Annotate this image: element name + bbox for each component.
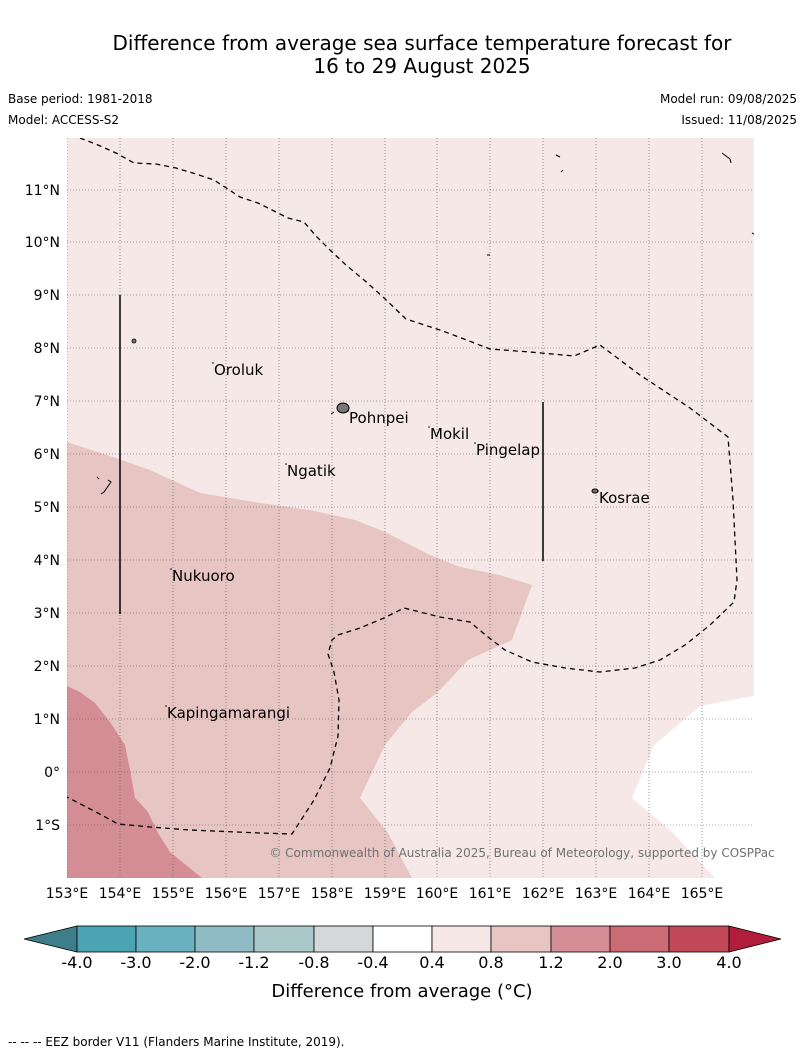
place-labels: Oroluk Pohnpei Mokil Pingelap Ngatik Kosrae Nu… — [165, 361, 650, 722]
anomaly-band-below-0-4 — [632, 696, 754, 878]
colorbar-segment — [372, 925, 433, 953]
place-marker — [474, 442, 476, 444]
lon-tick-label: 159°E — [364, 886, 407, 902]
lat-tick-label: 6°N — [34, 447, 60, 463]
issued-date: Issued: 11/08/2025 — [681, 113, 797, 127]
eez-footnote: -- -- -- EEZ border V11 (Flanders Marine… — [8, 1035, 345, 1049]
colorbar-extend-low — [23, 925, 78, 953]
colorbar-tick-label: -3.0 — [120, 953, 151, 972]
lat-tick-label: 5°N — [34, 500, 60, 516]
kosrae-island — [591, 488, 599, 494]
place-marker — [170, 568, 172, 570]
colorbar-label: Difference from average (°C) — [271, 981, 532, 1002]
colorbar-tick-label: -0.8 — [298, 953, 329, 972]
colorbar-tick-label: -0.4 — [357, 953, 388, 972]
place-label: Oroluk — [214, 361, 263, 379]
place-marker — [165, 705, 167, 707]
colorbar-tick-label: -4.0 — [61, 953, 92, 972]
pohnpei-island — [336, 402, 350, 414]
place-label: Kosrae — [599, 489, 650, 507]
lon-tick-label: 155°E — [152, 886, 195, 902]
colorbar-tick-label: 3.0 — [656, 953, 681, 972]
reef-marks — [330, 152, 754, 415]
place-label: Pingelap — [476, 441, 540, 459]
atoll-shape — [131, 338, 137, 344]
lon-tick-label: 160°E — [416, 886, 459, 902]
lat-tick-label: 10°N — [25, 235, 60, 251]
colorbar-segment — [135, 925, 196, 953]
colorbar-segment — [313, 925, 374, 953]
colorbar-segment — [194, 925, 255, 953]
lat-tick-label: 1°N — [34, 712, 60, 728]
colorbar-segment — [253, 925, 315, 953]
graticule — [67, 138, 754, 878]
lat-tick-label: 2°N — [34, 659, 60, 675]
model-run: Model run: 09/08/2025 — [659, 92, 797, 106]
lat-tick-label: 7°N — [34, 394, 60, 410]
anomaly-band-0-8-to-1-2 — [67, 442, 532, 878]
lat-tick-label: 3°N — [34, 606, 60, 622]
colorbar-extend-high — [728, 925, 782, 953]
place-marker — [428, 426, 430, 428]
lat-tick-label: 11°N — [25, 183, 60, 199]
place-label: Nukuoro — [172, 567, 235, 585]
colorbar-tick-label: -2.0 — [179, 953, 210, 972]
lon-tick-label: 154°E — [99, 886, 142, 902]
lat-tick-label: 4°N — [34, 553, 60, 569]
place-label: Pohnpei — [349, 409, 409, 427]
base-period: Base period: 1981-2018 — [8, 92, 153, 106]
place-label: Mokil — [430, 425, 469, 443]
lon-tick-label: 161°E — [469, 886, 512, 902]
colorbar-tick-label: -1.2 — [238, 953, 269, 972]
anomaly-band-1-2-to-2-0 — [67, 686, 202, 878]
colorbar-tick-label: 4.0 — [716, 953, 741, 972]
chart-title: Difference from average sea surface temp… — [0, 32, 804, 78]
colorbar-segment — [668, 925, 730, 953]
lat-tick-label: 1°S — [35, 818, 60, 834]
lon-tick-label: 165°E — [681, 886, 724, 902]
title-line-2: 16 to 29 August 2025 — [313, 54, 531, 78]
copyright-notice: © Commonwealth of Australia 2025, Bureau… — [269, 846, 774, 860]
colorbar-tick-label: 0.8 — [478, 953, 503, 972]
colorbar-tick-label: 2.0 — [597, 953, 622, 972]
place-marker — [212, 362, 214, 364]
place-marker — [597, 490, 599, 492]
colorbar-tick-label: 1.2 — [538, 953, 563, 972]
title-line-1: Difference from average sea surface temp… — [112, 31, 732, 55]
colorbar: -4.0 -3.0 -2.0 -1.2 -0.8 -0.4 0.4 0.8 1.2 2.0 3.0 4… — [23, 925, 782, 972]
colorbar-segment — [431, 925, 492, 953]
latitude-labels: 11°N 10°N 9°N 8°N 7°N 6°N 5°N 4°N 3°N 2°N 1°N 0° 1°S — [25, 183, 60, 834]
place-marker — [285, 463, 287, 465]
lon-tick-label: 158°E — [311, 886, 354, 902]
lat-tick-label: 9°N — [34, 288, 60, 304]
colorbar-segment — [609, 925, 670, 953]
lon-tick-label: 162°E — [522, 886, 565, 902]
model-name: Model: ACCESS-S2 — [8, 113, 120, 127]
colorbar-segment — [550, 925, 611, 953]
lon-tick-label: 164°E — [628, 886, 671, 902]
lon-tick-label: 157°E — [258, 886, 301, 902]
lon-tick-label: 156°E — [205, 886, 248, 902]
colorbar-tick-label: 0.4 — [419, 953, 444, 972]
lon-tick-label: 153°E — [46, 886, 89, 902]
colorbar-segment — [490, 925, 552, 953]
lat-tick-label: 8°N — [34, 341, 60, 357]
place-label: Kapingamarangi — [167, 704, 290, 722]
lon-tick-label: 163°E — [575, 886, 618, 902]
longitude-labels: 153°E 154°E 155°E 156°E 157°E 158°E 159°E 160°E… — [46, 886, 724, 902]
place-label: Ngatik — [287, 462, 336, 480]
atoll-shape — [96, 476, 112, 495]
lat-tick-label: 0° — [44, 765, 60, 781]
place-marker — [347, 410, 349, 412]
colorbar-segment — [76, 925, 137, 953]
map-area — [67, 138, 754, 878]
